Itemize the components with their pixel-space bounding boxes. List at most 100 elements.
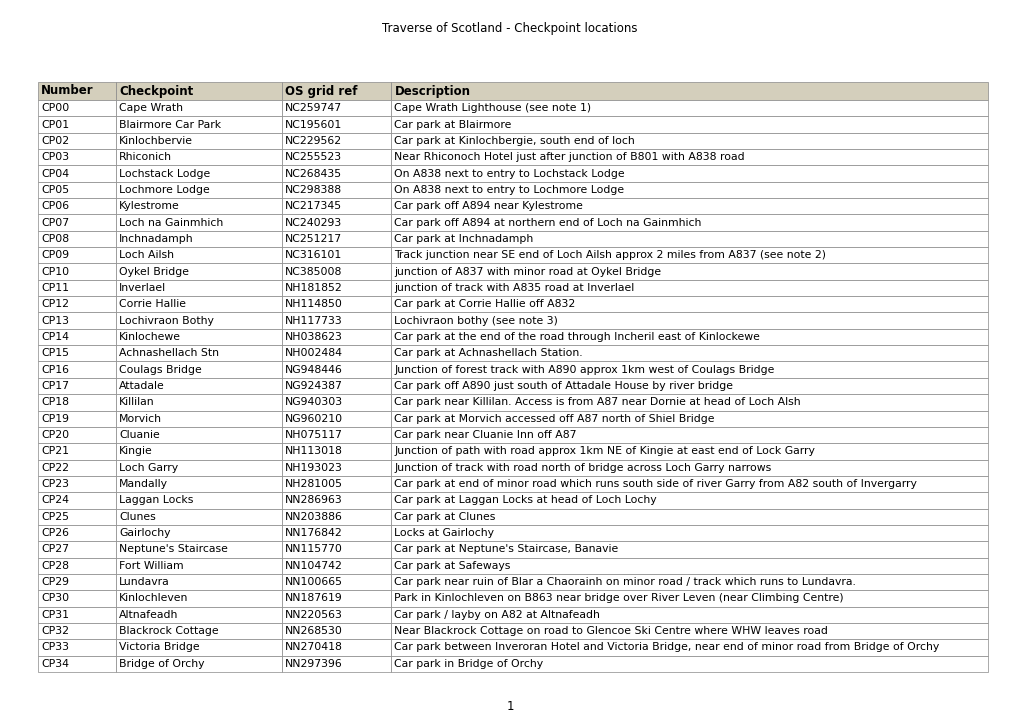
Bar bbox=[38, 427, 116, 443]
Bar bbox=[38, 525, 116, 541]
Bar bbox=[282, 492, 391, 508]
Bar bbox=[38, 149, 116, 165]
Text: NN104742: NN104742 bbox=[285, 561, 342, 571]
Text: Loch Garry: Loch Garry bbox=[119, 463, 178, 473]
Bar bbox=[391, 394, 987, 410]
Text: CP05: CP05 bbox=[41, 185, 69, 195]
Text: Lochstack Lodge: Lochstack Lodge bbox=[119, 169, 210, 179]
Text: On A838 next to entry to Lochmore Lodge: On A838 next to entry to Lochmore Lodge bbox=[394, 185, 624, 195]
Text: CP19: CP19 bbox=[41, 414, 69, 424]
Text: CP10: CP10 bbox=[41, 267, 69, 277]
Text: Car park at Blairmore: Car park at Blairmore bbox=[394, 120, 512, 130]
Bar bbox=[38, 508, 116, 525]
Bar bbox=[116, 606, 282, 623]
Bar bbox=[391, 655, 987, 672]
Text: NC229562: NC229562 bbox=[285, 136, 342, 146]
Text: Car park / layby on A82 at Altnafeadh: Car park / layby on A82 at Altnafeadh bbox=[394, 610, 600, 620]
Bar bbox=[38, 443, 116, 459]
Bar bbox=[116, 459, 282, 476]
Text: Attadale: Attadale bbox=[119, 381, 164, 391]
Bar bbox=[391, 443, 987, 459]
Text: Mandally: Mandally bbox=[119, 479, 168, 489]
Bar bbox=[282, 133, 391, 149]
Bar bbox=[282, 100, 391, 116]
Bar bbox=[38, 574, 116, 590]
Text: NN297396: NN297396 bbox=[285, 659, 342, 669]
Text: NH114850: NH114850 bbox=[285, 299, 342, 309]
Bar bbox=[116, 214, 282, 231]
Text: NG940303: NG940303 bbox=[285, 397, 343, 407]
Text: NH181852: NH181852 bbox=[285, 283, 342, 293]
Text: Car park at end of minor road which runs south side of river Garry from A82 sout: Car park at end of minor road which runs… bbox=[394, 479, 916, 489]
Text: NC255523: NC255523 bbox=[285, 152, 342, 162]
Bar bbox=[38, 655, 116, 672]
Text: Car park off A894 at northern end of Loch na Gainmhich: Car park off A894 at northern end of Loc… bbox=[394, 218, 701, 228]
Text: CP28: CP28 bbox=[41, 561, 69, 571]
Bar bbox=[282, 541, 391, 557]
Text: Clunes: Clunes bbox=[119, 512, 156, 522]
Text: Rhiconich: Rhiconich bbox=[119, 152, 172, 162]
Bar bbox=[116, 133, 282, 149]
Text: Car park at Morvich accessed off A87 north of Shiel Bridge: Car park at Morvich accessed off A87 nor… bbox=[394, 414, 714, 424]
Text: Track junction near SE end of Loch Ailsh approx 2 miles from A837 (see note 2): Track junction near SE end of Loch Ailsh… bbox=[394, 250, 825, 260]
Text: Car park at Inchnadamph: Car park at Inchnadamph bbox=[394, 234, 533, 244]
Text: NC316101: NC316101 bbox=[285, 250, 342, 260]
Text: CP21: CP21 bbox=[41, 446, 69, 456]
Bar bbox=[282, 606, 391, 623]
Text: Checkpoint: Checkpoint bbox=[119, 84, 193, 97]
Bar bbox=[116, 263, 282, 280]
Text: CP20: CP20 bbox=[41, 430, 69, 440]
Text: 1: 1 bbox=[505, 700, 514, 713]
Text: NG960210: NG960210 bbox=[285, 414, 343, 424]
Text: NC259747: NC259747 bbox=[285, 103, 342, 113]
Bar bbox=[116, 623, 282, 640]
Text: Car park at Clunes: Car park at Clunes bbox=[394, 512, 495, 522]
Bar bbox=[116, 329, 282, 345]
Text: Car park at Kinlochbergie, south end of loch: Car park at Kinlochbergie, south end of … bbox=[394, 136, 635, 146]
Text: Car park off A894 near Kylestrome: Car park off A894 near Kylestrome bbox=[394, 201, 583, 211]
Text: Description: Description bbox=[394, 84, 470, 97]
Bar bbox=[282, 165, 391, 182]
Text: NC298388: NC298388 bbox=[285, 185, 342, 195]
Bar bbox=[391, 410, 987, 427]
Bar bbox=[38, 459, 116, 476]
Bar bbox=[116, 492, 282, 508]
Text: Car park at the end of the road through Incheril east of Kinlockewe: Car park at the end of the road through … bbox=[394, 332, 759, 342]
Bar bbox=[38, 410, 116, 427]
Text: Corrie Hallie: Corrie Hallie bbox=[119, 299, 185, 309]
Bar bbox=[116, 296, 282, 312]
Bar bbox=[38, 296, 116, 312]
Bar bbox=[391, 149, 987, 165]
Bar bbox=[116, 590, 282, 606]
Bar bbox=[38, 198, 116, 214]
Text: NH075117: NH075117 bbox=[285, 430, 342, 440]
Text: Neptune's Staircase: Neptune's Staircase bbox=[119, 544, 227, 554]
Text: Coulags Bridge: Coulags Bridge bbox=[119, 365, 202, 375]
Bar bbox=[282, 655, 391, 672]
Bar bbox=[38, 100, 116, 116]
Text: Blairmore Car Park: Blairmore Car Park bbox=[119, 120, 221, 130]
Bar bbox=[391, 640, 987, 655]
Bar bbox=[391, 378, 987, 394]
Text: Blackrock Cottage: Blackrock Cottage bbox=[119, 626, 218, 636]
Bar bbox=[391, 427, 987, 443]
Bar bbox=[391, 214, 987, 231]
Text: Park in Kinlochleven on B863 near bridge over River Leven (near Climbing Centre): Park in Kinlochleven on B863 near bridge… bbox=[394, 593, 843, 603]
Bar bbox=[391, 623, 987, 640]
Text: Car park at Laggan Locks at head of Loch Lochy: Car park at Laggan Locks at head of Loch… bbox=[394, 495, 656, 505]
Bar bbox=[38, 492, 116, 508]
Bar bbox=[116, 361, 282, 378]
Bar bbox=[391, 182, 987, 198]
Text: OS grid ref: OS grid ref bbox=[285, 84, 358, 97]
Bar bbox=[116, 312, 282, 329]
Text: CP16: CP16 bbox=[41, 365, 69, 375]
Text: CP29: CP29 bbox=[41, 577, 69, 587]
Text: Inverlael: Inverlael bbox=[119, 283, 166, 293]
Bar bbox=[116, 574, 282, 590]
Text: Car park off A890 just south of Attadale House by river bridge: Car park off A890 just south of Attadale… bbox=[394, 381, 733, 391]
Text: NG924387: NG924387 bbox=[285, 381, 342, 391]
Text: junction of A837 with minor road at Oykel Bridge: junction of A837 with minor road at Oyke… bbox=[394, 267, 661, 277]
Text: Locks at Gairlochy: Locks at Gairlochy bbox=[394, 528, 494, 538]
Text: CP26: CP26 bbox=[41, 528, 69, 538]
Text: NN286963: NN286963 bbox=[285, 495, 342, 505]
